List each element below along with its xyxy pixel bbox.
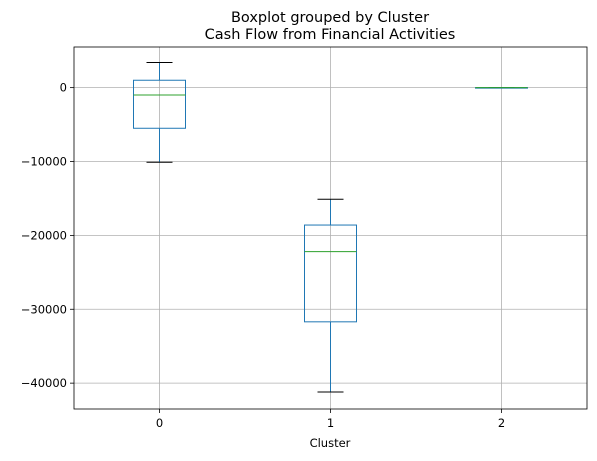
box-1 — [304, 198, 357, 393]
y-tick-label: −40000 — [21, 376, 67, 390]
box-0 — [133, 62, 186, 163]
y-tick-label: −20000 — [21, 228, 67, 242]
x-tick-label: 0 — [156, 416, 163, 430]
y-tick-label: −30000 — [21, 302, 67, 316]
axis-ticks: 0 −10000 −20000 −30000 −40000 0 1 2 — [21, 81, 505, 430]
y-tick-label: 0 — [60, 81, 67, 95]
x-axis-label: Cluster — [310, 436, 351, 450]
x-tick-label: 2 — [498, 416, 505, 430]
y-tick-label: −10000 — [21, 155, 67, 169]
box-series — [133, 62, 528, 393]
chart-suptitle: Boxplot grouped by Cluster — [231, 10, 429, 26]
box-body — [133, 79, 186, 129]
x-tick-label: 1 — [327, 416, 334, 430]
box-body — [304, 224, 357, 323]
box-2 — [475, 87, 528, 89]
chart-title: Cash Flow from Financial Activities — [205, 27, 456, 43]
